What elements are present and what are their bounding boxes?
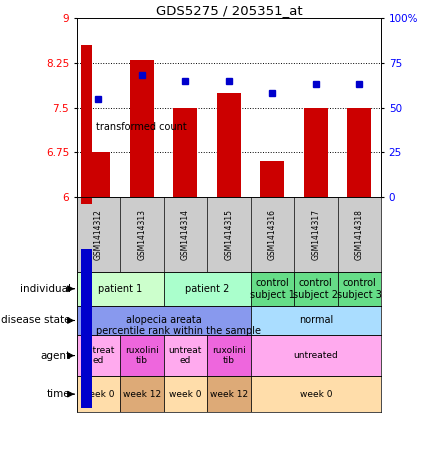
Bar — [251, 306, 381, 335]
Title: GDS5275 / 205351_at: GDS5275 / 205351_at — [155, 4, 302, 17]
Text: alopecia areata: alopecia areata — [126, 315, 201, 326]
Bar — [260, 161, 284, 197]
Bar — [86, 152, 110, 197]
Text: patient 1: patient 1 — [98, 284, 142, 294]
Bar — [251, 335, 381, 376]
Text: transformed count: transformed count — [96, 122, 187, 132]
Text: untreat
ed: untreat ed — [82, 346, 115, 365]
Text: untreat
ed: untreat ed — [169, 346, 202, 365]
Text: GSM1414317: GSM1414317 — [311, 209, 320, 260]
Bar — [207, 335, 251, 376]
Text: week 0: week 0 — [169, 390, 201, 399]
Text: week 0: week 0 — [300, 390, 332, 399]
Text: untreated: untreated — [293, 351, 338, 360]
Bar — [81, 249, 92, 408]
Bar — [294, 272, 338, 306]
Text: individual: individual — [20, 284, 71, 294]
Bar — [164, 272, 251, 306]
Text: GSM1414313: GSM1414313 — [138, 209, 146, 260]
Text: disease state: disease state — [1, 315, 71, 326]
Bar — [251, 272, 294, 306]
Text: normal: normal — [299, 315, 333, 326]
Text: time: time — [47, 389, 71, 399]
Bar — [81, 45, 92, 204]
Text: control
subject 1: control subject 1 — [250, 278, 295, 299]
Bar — [130, 60, 154, 197]
Text: week 0: week 0 — [82, 390, 115, 399]
Text: ruxolini
tib: ruxolini tib — [125, 346, 159, 365]
Text: patient 2: patient 2 — [185, 284, 230, 294]
Bar — [77, 272, 164, 306]
Text: week 12: week 12 — [123, 390, 161, 399]
Bar — [173, 107, 198, 197]
Text: GSM1414315: GSM1414315 — [224, 209, 233, 260]
Bar — [164, 335, 207, 376]
Bar — [77, 306, 251, 335]
Text: control
subject 3: control subject 3 — [337, 278, 382, 299]
Bar — [164, 376, 207, 412]
Text: ruxolini
tib: ruxolini tib — [212, 346, 246, 365]
Bar — [77, 376, 120, 412]
Text: GSM1414318: GSM1414318 — [355, 209, 364, 260]
Bar — [120, 335, 164, 376]
Bar — [347, 107, 371, 197]
Bar — [304, 107, 328, 197]
Text: GSM1414312: GSM1414312 — [94, 209, 103, 260]
Text: GSM1414314: GSM1414314 — [181, 209, 190, 260]
Bar — [77, 335, 120, 376]
Text: GSM1414316: GSM1414316 — [268, 209, 277, 260]
Bar — [207, 376, 251, 412]
Text: percentile rank within the sample: percentile rank within the sample — [96, 326, 261, 336]
Text: agent: agent — [40, 351, 71, 361]
Text: control
subject 2: control subject 2 — [293, 278, 338, 299]
Bar — [338, 272, 381, 306]
Bar — [120, 376, 164, 412]
Bar — [251, 376, 381, 412]
Text: week 12: week 12 — [210, 390, 248, 399]
Bar — [217, 93, 241, 197]
